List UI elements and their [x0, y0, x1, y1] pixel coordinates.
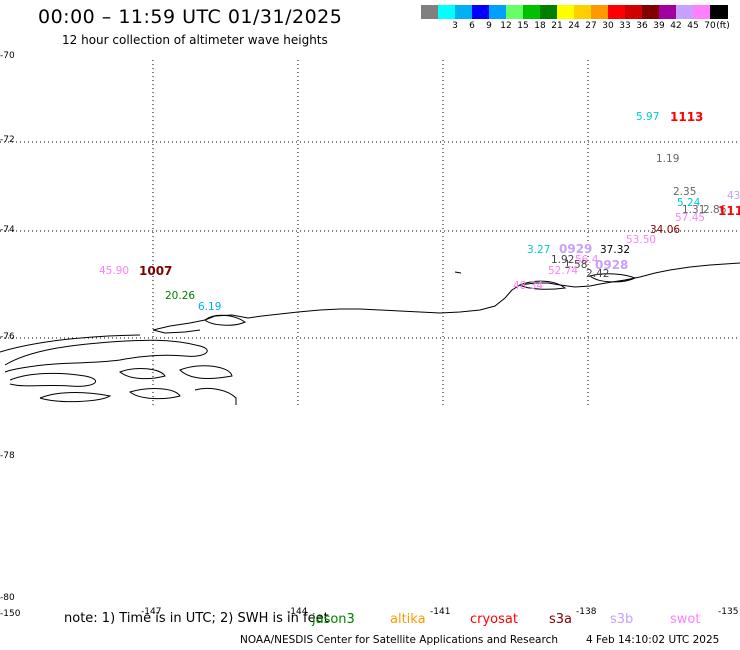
color-scale-swatch	[693, 5, 711, 19]
color-scale-swatch	[676, 5, 694, 19]
color-scale-label: 39	[653, 21, 665, 31]
satellite-legend-s3b: s3b	[610, 612, 634, 627]
color-scale-label: 33	[619, 21, 631, 31]
lon-label: -150	[0, 609, 21, 619]
color-scale-swatch	[591, 5, 609, 19]
color-scale-swatch	[642, 5, 660, 19]
color-scale-label: 45	[687, 21, 699, 31]
lon-label: -138	[576, 607, 597, 617]
color-scale-label: 12	[500, 21, 512, 31]
pass-id-label: 0928	[595, 258, 629, 272]
color-scale-swatch	[489, 5, 507, 19]
map-title: 00:00 – 11:59 UTC 01/31/2025	[38, 6, 343, 28]
color-scale-label: 6	[469, 21, 475, 31]
color-scale-swatch	[455, 5, 473, 19]
color-scale-label: 24	[568, 21, 580, 31]
color-scale-swatch	[506, 5, 524, 19]
lat-label: -74	[0, 225, 15, 235]
color-scale-swatch	[472, 5, 490, 19]
map-subtitle: 12 hour collection of altimeter wave hei…	[62, 33, 328, 47]
satellite-legend-altika: altika	[390, 612, 426, 627]
footer-note: note: 1) Time is in UTC; 2) SWH is in fe…	[64, 611, 329, 626]
wave-height-label: 48.34	[513, 280, 544, 292]
map-grid	[0, 60, 740, 405]
lat-label: -78	[0, 451, 15, 461]
pass-id-label: 1113	[670, 110, 704, 124]
wave-height-label: 1.19	[656, 153, 680, 165]
lat-label: -72	[0, 135, 15, 145]
satellite-legend-cryosat: cryosat	[470, 612, 518, 627]
color-scale-label: 30	[602, 21, 614, 31]
wave-height-label: 1.92	[551, 254, 575, 266]
color-scale-label: 21	[551, 21, 563, 31]
color-scale-swatch	[540, 5, 558, 19]
pass-id-label: 1007	[139, 264, 173, 278]
wave-height-label: 3.27	[527, 244, 551, 256]
color-scale-swatch	[625, 5, 643, 19]
color-scale-label: 36	[636, 21, 648, 31]
wave-height-label: 20.26	[165, 290, 196, 302]
lat-label: -76	[0, 332, 15, 342]
wave-height-label: 57.45	[675, 212, 706, 224]
wave-height-label: 1.31	[682, 204, 706, 216]
lat-label: -70	[0, 51, 15, 61]
lon-label: -141	[430, 607, 451, 617]
wave-height-label: 1.58	[564, 259, 588, 271]
wave-height-label: 37.32	[600, 244, 631, 256]
color-scale-label: 70	[704, 21, 716, 31]
color-scale-swatch	[557, 5, 575, 19]
lat-label: -80	[0, 593, 15, 603]
footer-credit: NOAA/NESDIS Center for Satellite Applica…	[240, 634, 558, 646]
satellite-legend-jason3: jason3	[312, 612, 355, 627]
pass-id-label: 0929	[559, 242, 593, 256]
satellite-legend-s3a: s3a	[549, 612, 573, 627]
satellite-legend-swot: swot	[670, 612, 701, 627]
color-scale-label: 15	[517, 21, 529, 31]
color-scale-label: 9	[486, 21, 492, 31]
lon-label: -144	[287, 607, 308, 617]
color-scale-label: 18	[534, 21, 546, 31]
wave-height-label: 34.06	[650, 224, 681, 236]
wave-height-label: 2.42	[586, 268, 610, 280]
wave-height-label: 43	[727, 190, 740, 202]
pass-id-label: 111	[718, 204, 740, 218]
wave-height-label: 52.74	[548, 265, 579, 277]
coastline	[0, 262, 740, 405]
wave-height-label: 6.19	[198, 301, 222, 313]
color-scale-label: 3	[452, 21, 458, 31]
color-scale-swatch	[421, 5, 439, 19]
color-scale-swatch	[523, 5, 541, 19]
lon-label: -147	[141, 607, 162, 617]
color-scale-swatch	[659, 5, 677, 19]
color-scale-swatch	[608, 5, 626, 19]
wave-height-label: 5.24	[677, 197, 701, 209]
wave-height-label: 5.97	[636, 111, 660, 123]
color-scale-swatch	[574, 5, 592, 19]
wave-height-label: 45.90	[99, 265, 130, 277]
color-scale-label: 42	[670, 21, 682, 31]
color-scale-swatch	[710, 5, 728, 19]
wave-height-label: 2.35	[673, 186, 697, 198]
wave-height-label: 2.86	[703, 204, 727, 216]
wave-height-label: 53.50	[626, 234, 657, 246]
wave-height-label: 56.4	[575, 254, 599, 266]
color-scale-label: 27	[585, 21, 597, 31]
lon-label: -135	[718, 607, 739, 617]
color-scale-swatch	[438, 5, 456, 19]
color-scale-unit: (ft)	[716, 21, 730, 31]
footer-timestamp: 4 Feb 14:10:02 UTC 2025	[586, 634, 720, 646]
